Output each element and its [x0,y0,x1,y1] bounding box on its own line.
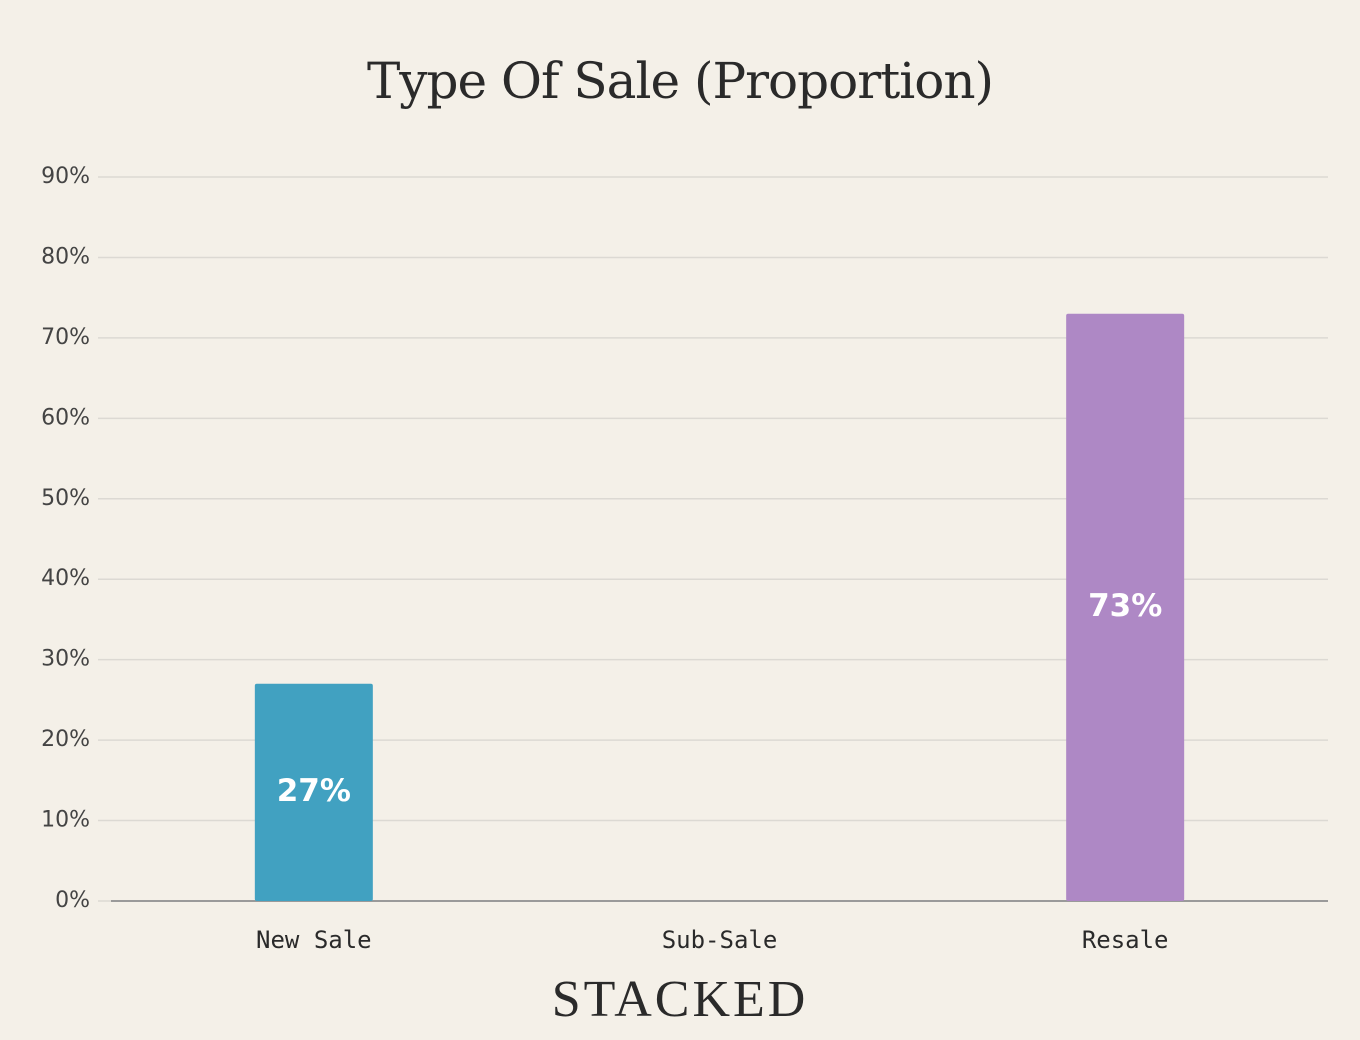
y-tick-label: 80% [41,244,90,269]
y-tick-label: 0% [55,888,90,913]
y-tick-label: 10% [41,808,90,833]
x-tick-label: Sub-Sale [662,926,778,954]
x-tick-label: Resale [1082,926,1169,954]
value-label: 27% [277,773,351,809]
value-label: 73% [1088,588,1162,624]
bar [254,683,373,901]
bar [1066,313,1185,901]
watermark: STACKED [552,971,809,1028]
x-tick-label: New Sale [256,926,372,954]
y-tick-label: 50% [41,486,90,511]
y-tick-label: 40% [41,566,90,591]
y-tick-label: 60% [41,405,90,430]
chart-title: Type Of Sale (Proportion) [367,52,993,110]
y-tick-label: 90% [41,164,90,189]
y-tick-label: 20% [41,727,90,752]
y-tick-label: 30% [41,647,90,672]
y-tick-label: 70% [41,325,90,350]
